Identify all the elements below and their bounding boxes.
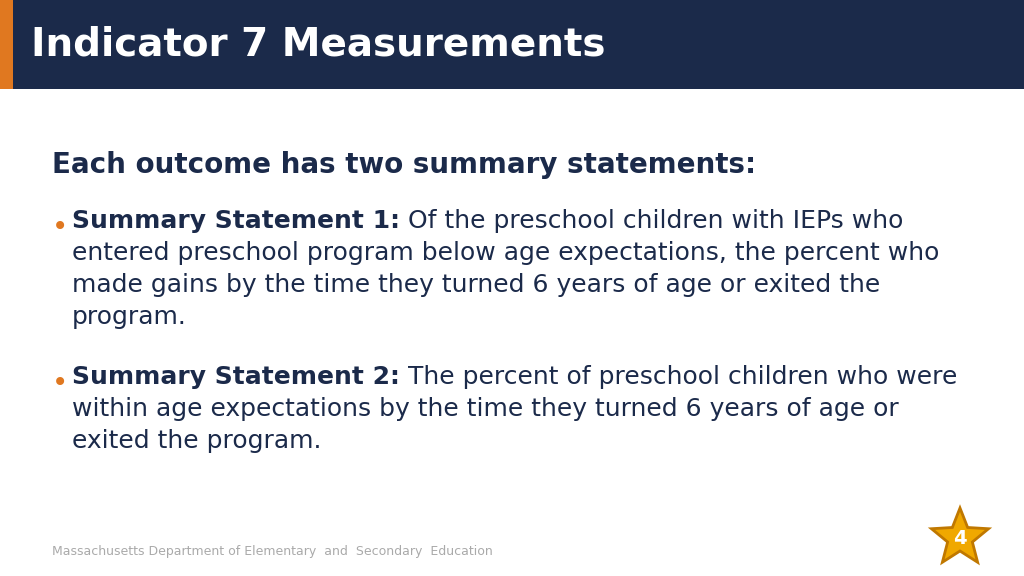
Text: •: •	[52, 213, 69, 241]
Text: within age expectations by the time they turned 6 years of age or: within age expectations by the time they…	[72, 397, 899, 421]
Bar	[0, 0, 13, 89]
Text: Each outcome has two summary statements:: Each outcome has two summary statements:	[52, 151, 756, 179]
Text: The percent of preschool children who were: The percent of preschool children who we…	[400, 365, 957, 389]
Polygon shape	[932, 508, 988, 562]
Text: made gains by the time they turned 6 years of age or exited the: made gains by the time they turned 6 yea…	[72, 273, 881, 297]
Text: 4: 4	[953, 529, 967, 548]
Text: program.: program.	[72, 305, 186, 329]
Text: Massachusetts Department of Elementary  and  Secondary  Education: Massachusetts Department of Elementary a…	[52, 545, 493, 558]
Text: •: •	[52, 369, 69, 397]
Bar	[0, 0, 1024, 89]
Text: entered preschool program below age expectations, the percent who: entered preschool program below age expe…	[72, 241, 939, 265]
Text: exited the program.: exited the program.	[72, 429, 322, 453]
Text: Indicator 7 Measurements: Indicator 7 Measurements	[31, 25, 605, 63]
Text: Of the preschool children with IEPs who: Of the preschool children with IEPs who	[400, 209, 903, 233]
Text: Summary Statement 2:: Summary Statement 2:	[72, 365, 400, 389]
Text: Summary Statement 1:: Summary Statement 1:	[72, 209, 400, 233]
